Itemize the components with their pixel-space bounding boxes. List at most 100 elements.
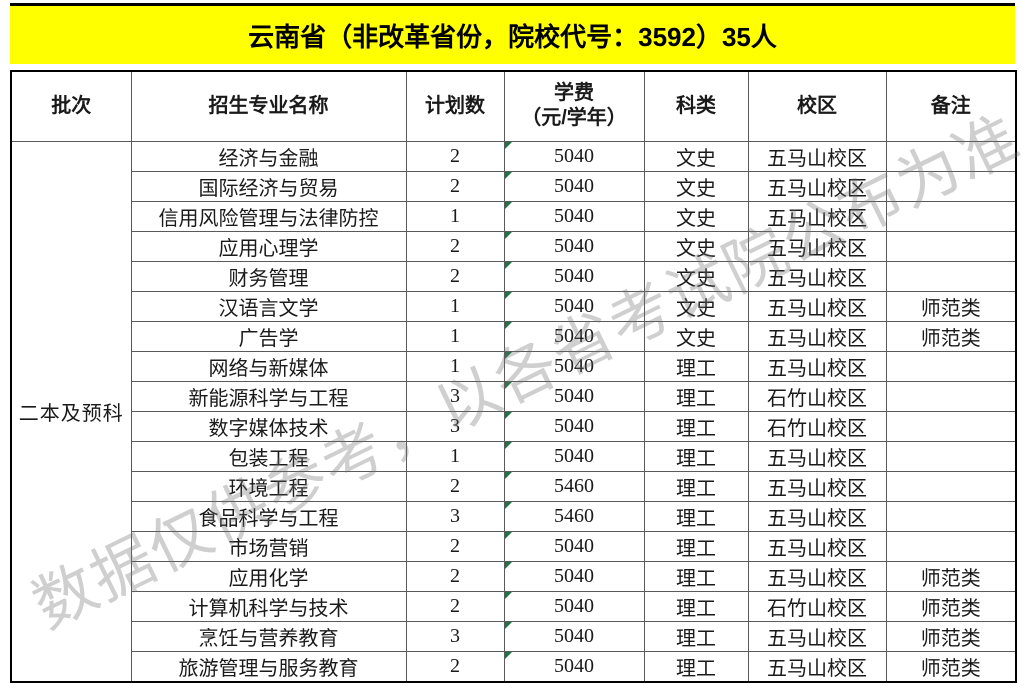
fee-value: 5040 <box>554 444 594 467</box>
major-cell: 市场营销 <box>130 530 407 562</box>
fee-cell: 5460 <box>503 500 645 532</box>
table-row: 汉语言文学 1 5040 文史 五马山校区 师范类 <box>11 290 1017 322</box>
remark-cell <box>885 440 1017 472</box>
remark-cell <box>885 350 1017 382</box>
category-cell: 文史 <box>643 140 749 172</box>
header-tuition-line1: 学费 <box>554 82 594 105</box>
major-cell: 广告学 <box>130 320 407 352</box>
category-cell: 文史 <box>643 260 749 292</box>
fee-cell: 5040 <box>503 590 645 622</box>
fee-value: 5040 <box>554 594 594 617</box>
header-remark: 备注 <box>885 70 1017 142</box>
cell-error-indicator-icon <box>505 352 512 359</box>
fee-cell: 5040 <box>503 230 645 262</box>
batch-merged-cell: 二本及预科 <box>10 140 132 682</box>
cell-error-indicator-icon <box>505 502 512 509</box>
table-row: 市场营销 2 5040 理工 五马山校区 <box>11 530 1017 562</box>
plan-cell: 2 <box>405 530 505 562</box>
remark-cell: 师范类 <box>885 560 1017 592</box>
plan-cell: 1 <box>405 290 505 322</box>
major-cell: 烹饪与营养教育 <box>130 620 407 652</box>
plan-cell: 2 <box>405 650 505 682</box>
category-cell: 理工 <box>643 560 749 592</box>
plan-cell: 2 <box>405 560 505 592</box>
cell-error-indicator-icon <box>505 322 512 329</box>
major-cell: 数字媒体技术 <box>130 410 407 442</box>
top-divider-rule <box>10 3 1015 6</box>
campus-cell: 石竹山校区 <box>747 590 887 622</box>
table-row: 应用心理学 2 5040 文史 五马山校区 <box>11 230 1017 262</box>
category-cell: 理工 <box>643 650 749 682</box>
fee-cell: 5040 <box>503 380 645 412</box>
plan-cell: 2 <box>405 230 505 262</box>
campus-cell: 五马山校区 <box>747 470 887 502</box>
plan-cell: 1 <box>405 320 505 352</box>
category-cell: 理工 <box>643 530 749 562</box>
campus-cell: 五马山校区 <box>747 260 887 292</box>
plan-cell: 1 <box>405 350 505 382</box>
campus-cell: 石竹山校区 <box>747 410 887 442</box>
major-cell: 经济与金融 <box>130 140 407 172</box>
plan-cell: 3 <box>405 410 505 442</box>
fee-cell: 5040 <box>503 170 645 202</box>
header-tuition: 学费 （元/学年） <box>503 70 645 142</box>
header-category: 科类 <box>643 70 749 142</box>
fee-value: 5040 <box>554 204 594 227</box>
major-cell: 汉语言文学 <box>130 290 407 322</box>
table-row: 数字媒体技术 3 5040 理工 石竹山校区 <box>11 410 1017 442</box>
campus-cell: 五马山校区 <box>747 350 887 382</box>
plan-cell: 2 <box>405 260 505 292</box>
header-major: 招生专业名称 <box>130 70 407 142</box>
plan-cell: 2 <box>405 140 505 172</box>
fee-cell: 5040 <box>503 560 645 592</box>
category-cell: 文史 <box>643 320 749 352</box>
table-row: 财务管理 2 5040 文史 五马山校区 <box>11 260 1017 292</box>
cell-error-indicator-icon <box>505 262 512 269</box>
table-row: 计算机科学与技术 2 5040 理工 石竹山校区 师范类 <box>11 590 1017 622</box>
province-title-text: 云南省（非改革省份，院校代号：3592）35人 <box>248 21 777 52</box>
remark-cell: 师范类 <box>885 590 1017 622</box>
remark-cell <box>885 470 1017 502</box>
major-cell: 食品科学与工程 <box>130 500 407 532</box>
table-row: 国际经济与贸易 2 5040 文史 五马山校区 <box>11 170 1017 202</box>
campus-cell: 五马山校区 <box>747 170 887 202</box>
campus-cell: 五马山校区 <box>747 320 887 352</box>
category-cell: 理工 <box>643 350 749 382</box>
table-row: 旅游管理与服务教育 2 5040 理工 五马山校区 师范类 <box>11 650 1017 682</box>
plan-cell: 3 <box>405 620 505 652</box>
major-cell: 环境工程 <box>130 470 407 502</box>
cell-error-indicator-icon <box>505 472 512 479</box>
fee-value: 5040 <box>554 174 594 197</box>
cell-error-indicator-icon <box>505 172 512 179</box>
fee-value: 5040 <box>554 384 594 407</box>
category-cell: 理工 <box>643 410 749 442</box>
admission-plan-table: 批次 招生专业名称 计划数 学费 （元/学年） 科类 校区 备注 二本及预科 经… <box>10 70 1017 683</box>
cell-error-indicator-icon <box>505 442 512 449</box>
fee-value: 5040 <box>554 234 594 257</box>
table-row: 食品科学与工程 3 5460 理工 五马山校区 <box>11 500 1017 532</box>
plan-cell: 2 <box>405 590 505 622</box>
campus-cell: 五马山校区 <box>747 440 887 472</box>
major-cell: 旅游管理与服务教育 <box>130 650 407 682</box>
remark-cell <box>885 200 1017 232</box>
category-cell: 理工 <box>643 440 749 472</box>
fee-cell: 5040 <box>503 320 645 352</box>
fee-value: 5040 <box>554 144 594 167</box>
header-tuition-line2: （元/学年） <box>521 107 627 130</box>
category-cell: 文史 <box>643 170 749 202</box>
fee-cell: 5040 <box>503 200 645 232</box>
fee-value: 5040 <box>554 294 594 317</box>
remark-cell <box>885 380 1017 412</box>
fee-value: 5040 <box>554 534 594 557</box>
cell-error-indicator-icon <box>505 562 512 569</box>
major-cell: 包装工程 <box>130 440 407 472</box>
remark-cell: 师范类 <box>885 320 1017 352</box>
remark-cell: 师范类 <box>885 620 1017 652</box>
plan-cell: 2 <box>405 470 505 502</box>
cell-error-indicator-icon <box>505 292 512 299</box>
table-row: 环境工程 2 5460 理工 五马山校区 <box>11 470 1017 502</box>
category-cell: 文史 <box>643 200 749 232</box>
fee-cell: 5040 <box>503 350 645 382</box>
remark-cell <box>885 140 1017 172</box>
fee-value: 5040 <box>554 564 594 587</box>
